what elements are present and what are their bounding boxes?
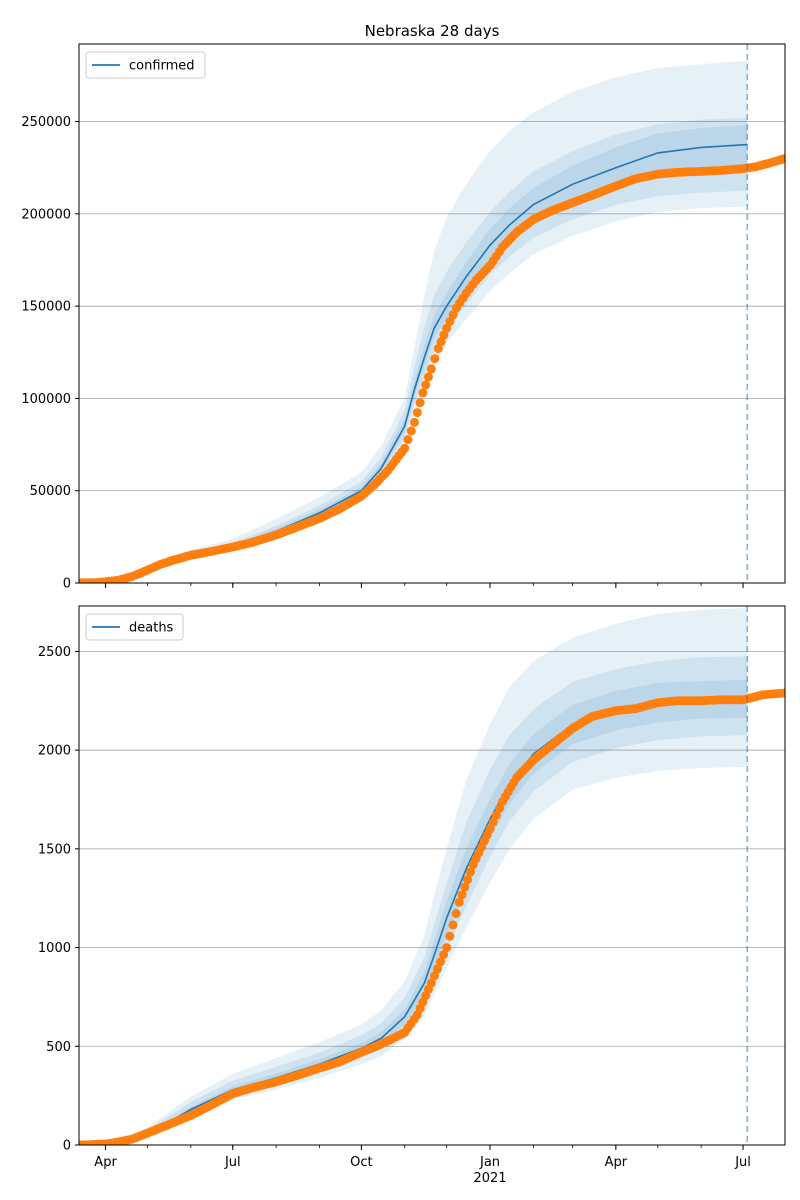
- observed-point: [451, 909, 461, 918]
- observed-point: [403, 435, 413, 445]
- observed-point: [780, 153, 785, 163]
- y-tick-label: 100000: [21, 392, 71, 407]
- year-label: 2021: [473, 1171, 506, 1186]
- x-tick-label: Apr: [94, 1155, 117, 1170]
- y-tick-label: 250000: [21, 115, 71, 130]
- plot-area: [79, 60, 785, 583]
- observed-point: [491, 810, 501, 820]
- observed-point: [415, 398, 425, 408]
- deaths-panel: 0 500 1000 1500 2000 2500 Apr Jul Oct Jan Apr Jul de…: [38, 605, 786, 1170]
- uncertainty-band: [79, 60, 748, 583]
- observed-point: [780, 688, 785, 698]
- y-tick-label: 0: [63, 577, 71, 592]
- observed-point: [426, 978, 436, 988]
- legend: deaths: [85, 613, 184, 641]
- uncertainty-band: [79, 117, 748, 583]
- axes-frame: [78, 43, 786, 584]
- y-tick-label: 200000: [21, 207, 71, 222]
- plot-area: [79, 608, 785, 1145]
- y-tick-label: 1000: [38, 941, 71, 956]
- observed-point: [410, 417, 419, 427]
- x-tick-label: Jul: [224, 1155, 241, 1170]
- observed-point: [448, 310, 458, 320]
- observed-point: [421, 380, 431, 390]
- observed-point: [488, 817, 498, 827]
- y-tick-label: 2500: [38, 645, 71, 660]
- y-tick-label: 2000: [38, 744, 71, 759]
- observed-point: [442, 943, 452, 953]
- y-tick-label: 50000: [30, 484, 71, 499]
- observed-point: [433, 344, 443, 354]
- observed-point: [495, 803, 504, 813]
- observed-point: [433, 964, 442, 974]
- chart-title: Nebraska 28 days: [365, 22, 500, 40]
- observed-point: [442, 323, 452, 333]
- observed-point: [439, 950, 449, 960]
- legend-box: [85, 51, 206, 79]
- observed-point: [436, 957, 445, 967]
- x-tick-label: Apr: [605, 1155, 628, 1170]
- uncertainty-band: [79, 656, 748, 1145]
- legend-box: [85, 613, 184, 641]
- observed-point: [400, 443, 410, 453]
- y-tick-label: 0: [63, 1139, 71, 1154]
- observed-point: [457, 890, 467, 900]
- observed-point: [426, 364, 436, 374]
- observed-point: [412, 408, 422, 418]
- observed-point: [448, 920, 458, 930]
- observed-point: [463, 875, 473, 885]
- observed-point: [424, 372, 433, 382]
- observed-point: [454, 897, 464, 907]
- confirmed-panel: 0 50000 100000 150000 200000 250000 confirmed: [21, 43, 786, 592]
- x-tick-label: Jan: [479, 1155, 500, 1170]
- observed-point: [406, 426, 416, 436]
- observed-point: [430, 354, 440, 364]
- observed-point: [445, 931, 455, 941]
- observed-point: [460, 882, 470, 892]
- x-tick-label: Oct: [350, 1155, 372, 1170]
- observed-point: [429, 971, 439, 981]
- legend-label: confirmed: [129, 59, 195, 74]
- uncertainty-band: [79, 608, 748, 1145]
- y-tick-label: 150000: [21, 300, 71, 315]
- observed-point: [418, 388, 428, 398]
- y-tick-label: 500: [46, 1040, 71, 1055]
- observed-point: [465, 867, 475, 877]
- y-tick-label: 1500: [38, 842, 71, 857]
- x-tick-label: Jul: [734, 1155, 751, 1170]
- observed-point: [445, 317, 455, 326]
- axes-frame: [78, 605, 786, 1146]
- legend-label: deaths: [129, 621, 174, 636]
- observed-point: [436, 337, 446, 347]
- legend: confirmed: [85, 51, 206, 79]
- observed-point: [485, 824, 495, 834]
